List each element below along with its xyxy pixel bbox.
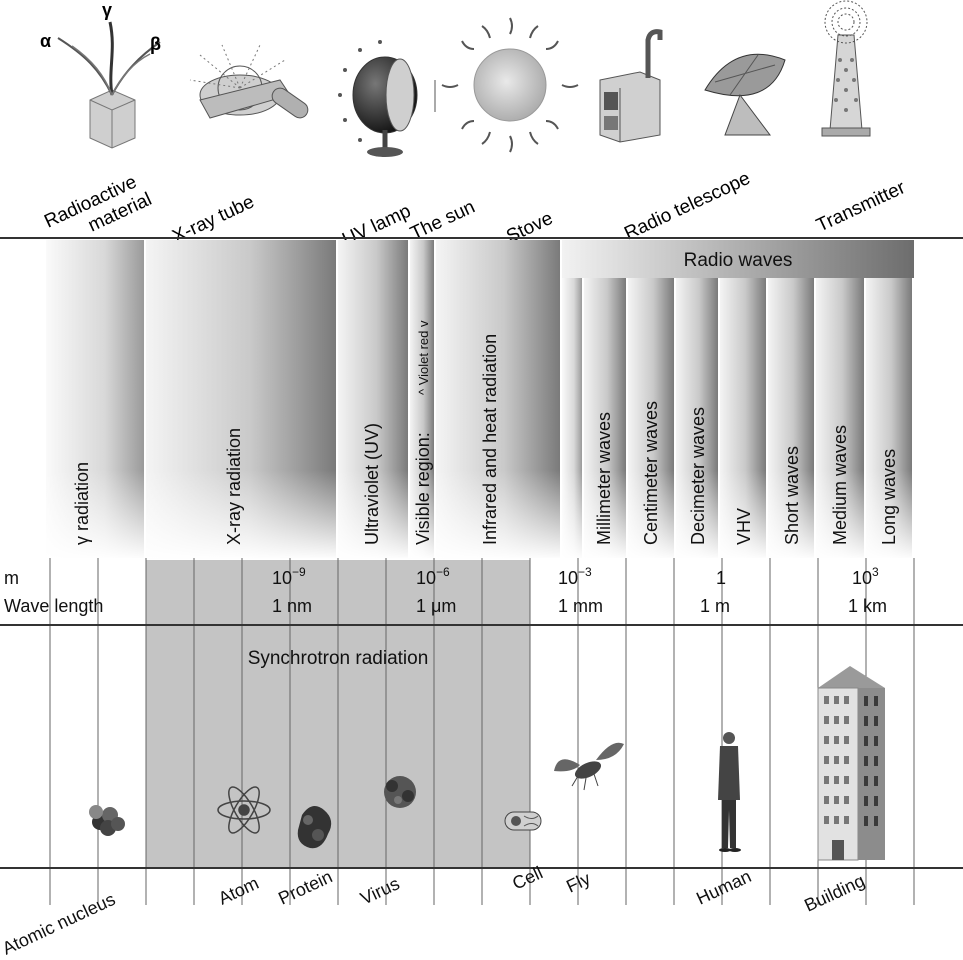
- band-label-infrared: Infrared and heat radiation: [480, 334, 500, 545]
- svg-text:1: 1: [716, 568, 726, 588]
- atomic-nucleus-icon: [89, 805, 125, 836]
- tick-1: 10−9 1 nm: [272, 565, 312, 616]
- source-label-x-ray-tube: X-ray tube: [169, 191, 257, 247]
- object-label-atom: Atom: [215, 873, 262, 909]
- tick-4: 1 1 m: [700, 568, 730, 616]
- band-label-x-ray: X-ray radiation: [224, 428, 244, 545]
- object-label-fly: Fly: [563, 868, 593, 896]
- object-label-atomic-nucleus: Atomic nucleus: [0, 889, 118, 959]
- tick-3: 10−3 1 mm: [558, 565, 603, 616]
- virus-icon: [384, 776, 416, 808]
- object-label-building: Building: [801, 870, 867, 915]
- band-columns: [40, 240, 920, 560]
- building-icon: [817, 666, 885, 861]
- band-label-short: Short waves: [782, 446, 802, 545]
- alpha-symbol: α: [40, 31, 51, 51]
- svg-text:1 m: 1 m: [700, 596, 730, 616]
- transmitter-icon: [821, 0, 871, 137]
- object-icons: [89, 666, 885, 861]
- beta-symbol: β: [150, 34, 161, 54]
- uv-lamp-icon: [338, 40, 436, 157]
- svg-text:10−6: 10−6: [416, 565, 450, 588]
- svg-text:1 nm: 1 nm: [272, 596, 312, 616]
- x-ray-tube-icon: [189, 44, 309, 119]
- fly-icon: [554, 742, 624, 791]
- object-label-virus: Virus: [357, 873, 402, 908]
- band-label-long: Long waves: [879, 449, 899, 545]
- object-label-protein: Protein: [275, 866, 335, 908]
- sun-icon: [441, 17, 579, 153]
- source-label-radio-telescope: Radio telescope: [621, 168, 753, 245]
- radio-waves-label: Radio waves: [684, 250, 793, 271]
- band-radio-header: [562, 240, 914, 278]
- svg-text:1 μm: 1 μm: [416, 596, 456, 616]
- source-labels: Radioactivematerial X-ray tube UV lamp T…: [41, 168, 909, 253]
- wavelength-scale: m Wave length 10−9 1 nm 10−6 1 μm 10−3 1…: [4, 565, 887, 616]
- atom-icon: [217, 786, 271, 834]
- stove-icon: [599, 29, 663, 143]
- band-label-millimeter: Millimeter waves: [594, 412, 614, 545]
- human-icon: [718, 732, 741, 852]
- grid-lines: [49, 558, 915, 905]
- source-label-radioactive: Radioactivematerial: [41, 169, 155, 253]
- cell-icon: [504, 811, 542, 831]
- svg-text:103: 103: [852, 565, 879, 588]
- wavelength-row-label: Wave length: [4, 596, 103, 616]
- radio-telescope-icon: [704, 53, 786, 136]
- radioactive-material-icon: α γ β: [40, 0, 161, 149]
- visible-detail: ^ Violet red v: [416, 320, 431, 395]
- unit-label: m: [4, 568, 19, 588]
- source-icons: α γ β: [40, 0, 871, 157]
- synchrotron-label: Synchrotron radiation: [248, 648, 429, 669]
- band-label-visible: Visible region:: [413, 432, 433, 545]
- band-label-uv: Ultraviolet (UV): [362, 423, 382, 545]
- source-label-transmitter: Transmitter: [813, 177, 909, 237]
- band-labels: γ radiation X-ray radiation Ultraviolet …: [72, 320, 899, 545]
- protein-icon: [297, 806, 332, 849]
- svg-text:10−9: 10−9: [272, 565, 306, 588]
- svg-text:1 mm: 1 mm: [558, 596, 603, 616]
- band-label-centimeter: Centimeter waves: [641, 401, 661, 545]
- band-label-gamma: γ radiation: [72, 462, 92, 545]
- svg-text:1 km: 1 km: [848, 596, 887, 616]
- band-label-vhv: VHV: [734, 508, 754, 545]
- band-label-decimeter: Decimeter waves: [688, 407, 708, 545]
- gamma-symbol: γ: [102, 0, 112, 20]
- tick-5: 103 1 km: [848, 565, 887, 616]
- band-label-medium: Medium waves: [830, 425, 850, 545]
- object-label-human: Human: [693, 866, 754, 909]
- svg-text:10−3: 10−3: [558, 565, 592, 588]
- tick-2: 10−6 1 μm: [416, 565, 456, 616]
- band-fade: [40, 470, 920, 560]
